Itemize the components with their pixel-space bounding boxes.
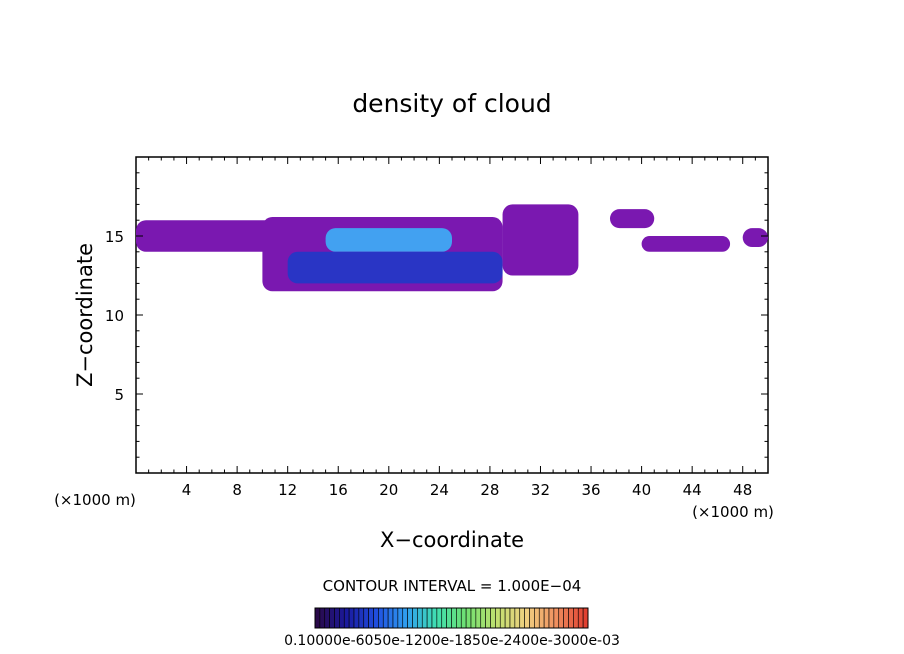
colorbar-swatch	[402, 607, 408, 629]
x-tick-label: 40	[632, 481, 651, 499]
cloud-region-tower-right	[502, 204, 579, 276]
colorbar-swatch	[392, 607, 399, 629]
contour-interval-label: CONTOUR INTERVAL = 1.000E−04	[323, 577, 582, 595]
cloud-region-patch-48-50	[742, 228, 768, 248]
colorbar-swatch	[417, 607, 423, 629]
colorbar-swatch	[563, 607, 569, 629]
colorbar-swatch	[504, 607, 511, 629]
x-tick-label: 4	[182, 481, 192, 499]
x-tick-label: 28	[480, 481, 499, 499]
colorbar-swatch	[577, 607, 584, 629]
colorbar-swatch	[558, 607, 564, 629]
colorbar-swatch	[534, 607, 540, 629]
colorbar-swatch	[582, 607, 589, 629]
colorbar-swatch	[387, 607, 394, 629]
colorbar-swatch	[475, 607, 482, 629]
cloud-region-anvil-core-lower	[287, 251, 503, 284]
colorbar-swatch	[514, 607, 521, 629]
colorbar-swatch	[529, 607, 535, 629]
colorbar-swatch	[421, 607, 428, 629]
colorbar-swatch	[412, 607, 418, 629]
colorbar-swatch	[490, 607, 496, 629]
colorbar-swatch	[465, 607, 472, 629]
cloud-region-patch-40-47	[641, 236, 731, 252]
cloud-region-anvil-core-upper	[325, 228, 452, 252]
colorbar-swatch	[329, 607, 335, 629]
colorbar-swatch	[519, 607, 525, 629]
x-tick-label: 16	[329, 481, 348, 499]
x-tick-label: 36	[581, 481, 600, 499]
colorbar-swatch	[485, 607, 491, 629]
chart-title: density of cloud	[352, 89, 551, 118]
y-tick-label: 15	[105, 228, 124, 246]
colorbar-swatch	[538, 607, 545, 629]
colorbar-swatch	[368, 607, 374, 629]
x-tick-label: 48	[733, 481, 752, 499]
x-tick-label: 44	[683, 481, 702, 499]
colorbar-swatch	[348, 607, 355, 629]
colorbar-swatch	[382, 607, 389, 629]
colorbar-swatch	[339, 607, 345, 629]
cloud-region-patch-38-41	[610, 209, 655, 229]
colorbar-swatch	[363, 607, 369, 629]
colorbar-swatch	[548, 607, 555, 629]
colorbar-swatch	[397, 607, 404, 629]
colorbar-swatch	[543, 607, 550, 629]
colorbar-labels: 0.10000e-6050e-1200e-1850e-2400e-3000e-0…	[284, 633, 620, 649]
colorbar	[314, 607, 589, 629]
colorbar-swatch	[499, 607, 506, 629]
x-tick-label: 24	[430, 481, 449, 499]
colorbar-frame	[314, 607, 589, 629]
colorbar-swatch	[334, 607, 340, 629]
colorbar-swatch	[314, 607, 321, 629]
colorbar-swatch	[436, 607, 443, 629]
x-unit-left: (×1000 m)	[54, 491, 136, 509]
x-tick-label: 8	[232, 481, 242, 499]
x-tick-label: 12	[278, 481, 297, 499]
colorbar-swatch	[373, 607, 379, 629]
x-axis-label: X−coordinate	[380, 528, 524, 552]
colorbar-swatch	[460, 607, 467, 629]
x-tick-label: 20	[379, 481, 398, 499]
colorbar-swatch	[378, 607, 384, 629]
colorbar-swatch	[324, 607, 330, 629]
colorbar-swatch	[573, 607, 579, 629]
colorbar-swatch	[553, 607, 560, 629]
y-axis-label: Z−coordinate	[73, 243, 97, 387]
colorbar-swatch	[407, 607, 413, 629]
colorbar-swatch	[319, 607, 326, 629]
colorbar-swatch	[343, 607, 350, 629]
colorbar-swatch	[470, 607, 477, 629]
colorbar-swatch	[446, 607, 452, 629]
y-tick-label: 5	[114, 386, 124, 404]
colorbar-swatch	[358, 607, 365, 629]
colorbar-swatch	[441, 607, 447, 629]
colorbar-swatch	[495, 607, 501, 629]
colorbar-swatch	[353, 607, 360, 629]
colorbar-swatch	[451, 607, 457, 629]
cloud-field	[136, 204, 768, 292]
plot-frame	[135, 156, 769, 474]
colorbar-swatch	[456, 607, 462, 629]
colorbar-swatch	[480, 607, 486, 629]
colorbar-swatch	[568, 607, 574, 629]
colorbar-swatch	[524, 607, 530, 629]
x-tick-label: 32	[531, 481, 550, 499]
colorbar-swatch	[426, 607, 433, 629]
x-unit-right: (×1000 m)	[692, 503, 774, 521]
colorbar-swatch	[431, 607, 438, 629]
y-tick-label: 10	[105, 307, 124, 325]
colorbar-swatch	[509, 607, 516, 629]
